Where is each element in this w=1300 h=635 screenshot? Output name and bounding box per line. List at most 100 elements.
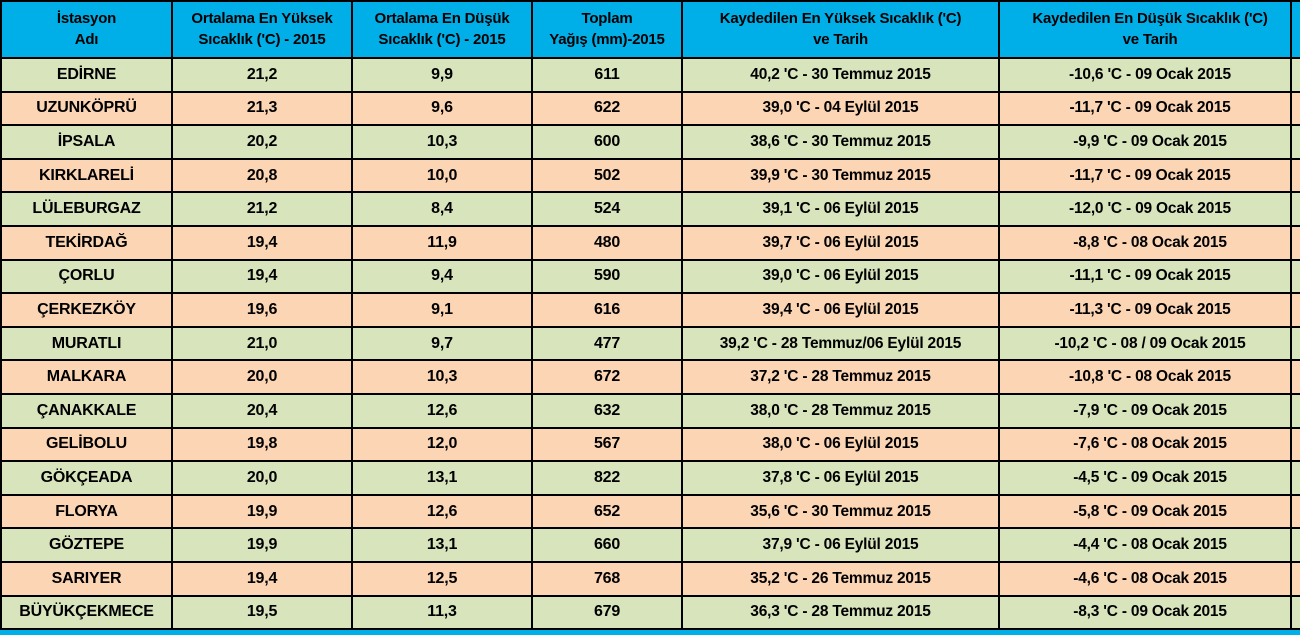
cell-rec_max: 39,2 'C - 28 Temmuz/06 Eylül 2015	[683, 327, 1000, 360]
table-row: LÜLEBURGAZ 21,2 8,4 524 39,1 'C - 06 Eylül 2…	[2, 193, 1300, 227]
table-row: İPSALA 20,2 10,3 600 38,6 'C - 30 Temmuz 201…	[2, 126, 1300, 160]
table-row: GELİBOLU 19,8 12,0 567 38,0 'C - 06 Eylül 20…	[2, 428, 1300, 463]
cell-precip: 477	[533, 327, 683, 360]
cell-rec_max: 39,0 'C - 06 Eylül 2015	[683, 260, 1000, 293]
header-record-max-temp: Kaydedilen En Yüksek Sıcaklık ('C) ve Ta…	[683, 2, 1000, 57]
cell-avg_max: 20,2	[173, 126, 353, 158]
cell-rec_max: 40,2 'C - 30 Temmuz 2015	[683, 59, 1000, 91]
cell-station: ÇANAKKALE	[2, 394, 173, 427]
cell-rec_min: -11,7 'C - 09 Ocak 2015	[1069, 166, 1231, 184]
header-line: Yağış (mm)-2015	[549, 31, 665, 48]
cell-avg_max: 19,9	[173, 529, 353, 561]
cell-rec_min: -7,9 'C - 09 Ocak 2015	[1073, 401, 1227, 419]
table-row: GÖZTEPE 19,9 13,1 660 37,9 'C - 06 Eylül 201…	[2, 529, 1300, 563]
table-header-row: İstasyon Adı Ortalama En Yüksek Sıcaklık…	[2, 2, 1300, 59]
cell-precip: 502	[533, 159, 683, 192]
cell-avg_max: 19,4	[173, 562, 353, 595]
cell-rec_min: -7,6 'C - 08 Ocak 2015	[1073, 435, 1227, 453]
cell-rec_min: -11,7 'C - 09 Ocak 2015	[1069, 99, 1231, 117]
cell-avg_max: 19,4	[173, 226, 353, 259]
cell-avg_min: 10,3	[353, 361, 533, 393]
table-row: ÇORLU 19,4 9,4 590 39,0 'C - 06 Eylül 2015 -1…	[2, 260, 1300, 295]
cell-station: MALKARA	[2, 361, 173, 393]
table-row: MURATLI 21,0 9,7 477 39,2 'C - 28 Temmuz/06 …	[2, 327, 1300, 362]
header-line: Sıcaklık ('C) - 2015	[198, 31, 326, 48]
cell-station: SARIYER	[2, 562, 173, 595]
cell-avg_min: 10,3	[353, 126, 533, 158]
cell-precip: 679	[533, 596, 683, 629]
cell-station: ÇORLU	[2, 260, 173, 293]
cell-station: MURATLI	[2, 327, 173, 360]
cell-rec_max: 37,8 'C - 06 Eylül 2015	[683, 462, 1000, 494]
cell-rec_min: -4,6 'C - 08 Ocak 2015	[1073, 569, 1227, 587]
cell-avg_max: 21,0	[173, 327, 353, 360]
cell-station: İPSALA	[2, 126, 173, 158]
cell-precip: 632	[533, 394, 683, 427]
table-row: KIRKLARELİ 20,8 10,0 502 39,9 'C - 30 Temmuz…	[2, 159, 1300, 194]
cell-avg_max: 21,2	[173, 193, 353, 225]
table-row: BÜYÜKÇEKMECE 19,5 11,3 679 36,3 'C - 28 Temm…	[2, 596, 1300, 631]
cell-rec_max: 37,9 'C - 06 Eylül 2015	[683, 529, 1000, 561]
cell-rec_min: -5,8 'C - 09 Ocak 2015	[1073, 502, 1227, 520]
table-row: TEKİRDAĞ 19,4 11,9 480 39,7 'C - 06 Eylül 20…	[2, 226, 1300, 261]
header-line: ve Tarih	[813, 31, 868, 48]
cell-rec_min: -10,2 'C - 08 / 09 Ocak 2015	[1054, 334, 1246, 352]
cell-avg_min: 12,0	[353, 428, 533, 461]
cell-avg_max: 21,3	[173, 92, 353, 125]
cell-rec_max: 37,2 'C - 28 Temmuz 2015	[683, 361, 1000, 393]
cell-avg_min: 13,1	[353, 462, 533, 494]
cell-avg_max: 19,9	[173, 495, 353, 528]
cell-precip: 524	[533, 193, 683, 225]
header-line: İstasyon	[56, 10, 117, 28]
cell-station: GELİBOLU	[2, 428, 173, 461]
cell-precip: 590	[533, 260, 683, 293]
cell-station: LÜLEBURGAZ	[2, 193, 173, 225]
bottom-blue-strip	[0, 630, 1300, 635]
cell-station: ÇERKEZKÖY	[2, 294, 173, 326]
cell-avg_min: 13,1	[353, 529, 533, 561]
cell-rec_max: 39,7 'C - 06 Eylül 2015	[683, 226, 1000, 259]
cell-precip: 616	[533, 294, 683, 326]
cell-rec_min: -12,0 'C - 09 Ocak 2015	[1069, 200, 1231, 218]
cell-precip: 652	[533, 495, 683, 528]
cell-rec_max: 35,2 'C - 26 Temmuz 2015	[683, 562, 1000, 595]
cell-avg_min: 11,3	[353, 596, 533, 629]
table-body: EDİRNE 21,2 9,9 611 40,2 'C - 30 Temmuz 2015…	[2, 59, 1300, 631]
header-avg-min-temp: Ortalama En Düşük Sıcaklık ('C) - 2015	[353, 2, 533, 57]
table-row: UZUNKÖPRÜ 21,3 9,6 622 39,0 'C - 04 Eylül 20…	[2, 92, 1300, 127]
cell-station: TEKİRDAĞ	[2, 226, 173, 259]
cell-rec_max: 39,1 'C - 06 Eylül 2015	[683, 193, 1000, 225]
cell-rec_max: 39,9 'C - 30 Temmuz 2015	[683, 159, 1000, 192]
cell-rec_max: 39,0 'C - 04 Eylül 2015	[683, 92, 1000, 125]
cell-rec_max: 38,6 'C - 30 Temmuz 2015	[683, 126, 1000, 158]
cell-station: FLORYA	[2, 495, 173, 528]
cell-rec_min: -10,8 'C - 08 Ocak 2015	[1069, 368, 1231, 386]
header-line: Adı	[74, 31, 99, 48]
cell-rec_min: -8,3 'C - 09 Ocak 2015	[1073, 603, 1227, 621]
header-line: Kaydedilen En Yüksek Sıcaklık ('C)	[719, 10, 962, 28]
cell-avg_min: 10,0	[353, 159, 533, 192]
header-avg-max-temp: Ortalama En Yüksek Sıcaklık ('C) - 2015	[173, 2, 353, 57]
cell-station: BÜYÜKÇEKMECE	[2, 596, 173, 629]
cell-avg_min: 12,6	[353, 394, 533, 427]
table-row: SARIYER 19,4 12,5 768 35,2 'C - 26 Temmuz 20…	[2, 562, 1300, 597]
cell-rec_max: 38,0 'C - 06 Eylül 2015	[683, 428, 1000, 461]
cell-avg_min: 11,9	[353, 226, 533, 259]
cell-station: UZUNKÖPRÜ	[2, 92, 173, 125]
cell-rec_min: -11,3 'C - 09 Ocak 2015	[1069, 300, 1231, 318]
cell-rec_max: 39,4 'C - 06 Eylül 2015	[683, 294, 1000, 326]
cell-precip: 611	[533, 59, 683, 91]
cell-precip: 600	[533, 126, 683, 158]
cell-avg_min: 9,7	[353, 327, 533, 360]
table-right-border	[1290, 0, 1292, 630]
header-station-name: İstasyon Adı	[2, 2, 173, 57]
header-line: ve Tarih	[1122, 31, 1178, 48]
cell-avg_max: 20,0	[173, 462, 353, 494]
table-row: ÇERKEZKÖY 19,6 9,1 616 39,4 'C - 06 Eylül 20…	[2, 294, 1300, 328]
cell-avg_min: 8,4	[353, 193, 533, 225]
cell-precip: 622	[533, 92, 683, 125]
cell-rec_max: 36,3 'C - 28 Temmuz 2015	[683, 596, 1000, 629]
cell-avg_max: 19,5	[173, 596, 353, 629]
cell-precip: 768	[533, 562, 683, 595]
